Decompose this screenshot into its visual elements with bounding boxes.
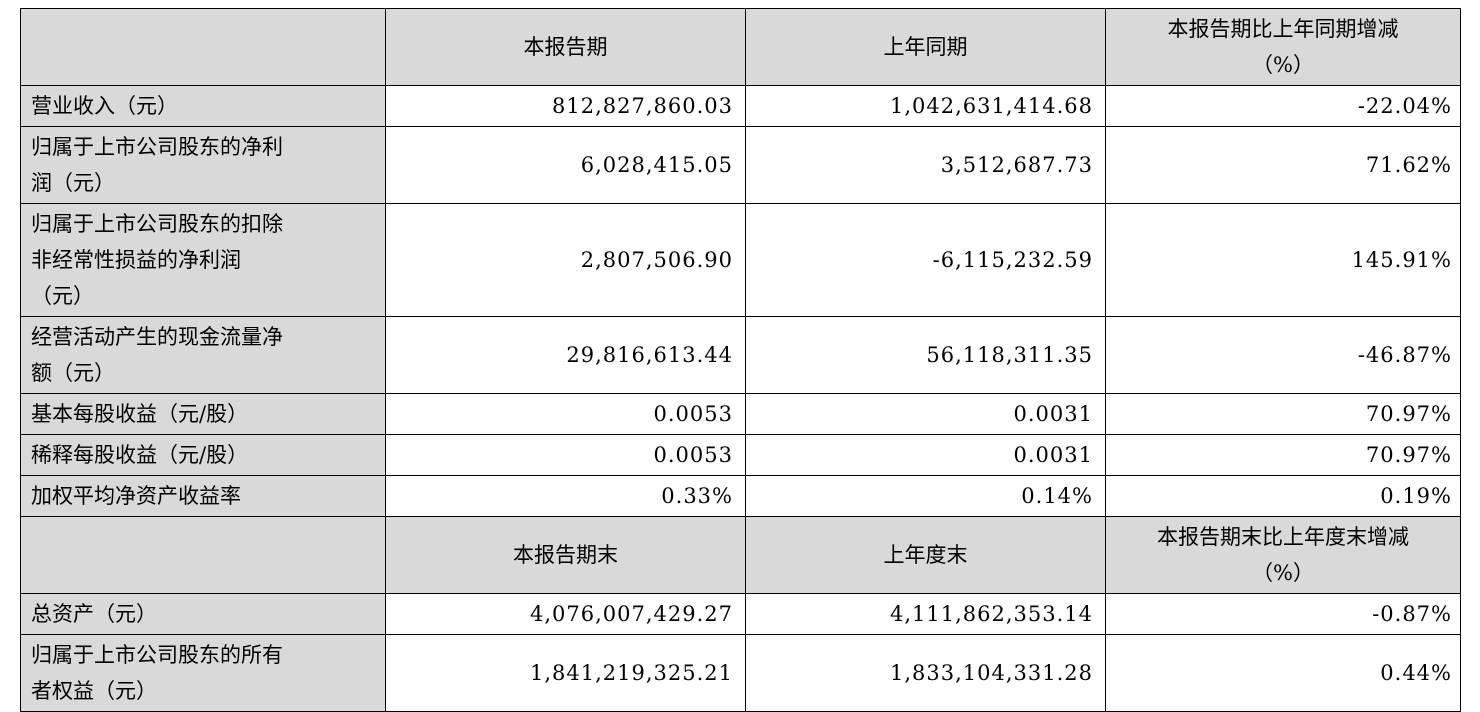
current-period-cell: 4,076,007,429.27 xyxy=(385,593,746,635)
table-row-operating-cash-flow: 经营活动产生的现金流量净 额（元） 29,816,613.44 56,118,3… xyxy=(20,316,1461,394)
change-cell: 71.62% xyxy=(1105,126,1461,204)
change-cell: -0.87% xyxy=(1105,593,1461,635)
table-row-operating-revenue: 营业收入（元） 812,827,860.03 1,042,631,414.68 … xyxy=(20,85,1461,127)
header-current-period: 本报告期 xyxy=(385,8,746,86)
table-row-net-profit-excl-nonrecurring: 归属于上市公司股东的扣除 非经常性损益的净利润 （元） 2,807,506.90… xyxy=(20,203,1461,317)
change-cell: -46.87% xyxy=(1105,316,1461,394)
header-prior-period: 上年同期 xyxy=(745,8,1106,86)
table-row-equity-attributable: 归属于上市公司股东的所有 者权益（元） 1,841,219,325.21 1,8… xyxy=(20,634,1461,712)
change-cell: 0.19% xyxy=(1105,475,1461,517)
header-period-end-change: 本报告期末比上年度末增减 （%） xyxy=(1105,516,1461,594)
current-period-cell: 29,816,613.44 xyxy=(385,316,746,394)
prior-period-cell: 4,111,862,353.14 xyxy=(745,593,1106,635)
row-label-cell: 归属于上市公司股东的所有 者权益（元） xyxy=(20,634,386,712)
current-period-cell: 0.0053 xyxy=(385,393,746,435)
header-prior-year-end: 上年度末 xyxy=(745,516,1106,594)
current-period-cell: 812,827,860.03 xyxy=(385,85,746,127)
table-row-net-profit: 归属于上市公司股东的净利 润（元） 6,028,415.05 3,512,687… xyxy=(20,126,1461,204)
row-label-cell: 总资产（元） xyxy=(20,593,386,635)
corner-cell xyxy=(20,516,386,594)
table-row-weighted-avg-roe: 加权平均净资产收益率 0.33% 0.14% 0.19% xyxy=(20,475,1461,517)
change-cell: 70.97% xyxy=(1105,434,1461,476)
header-period-change: 本报告期比上年同期增减 （%） xyxy=(1105,8,1461,86)
prior-period-cell: 1,042,631,414.68 xyxy=(745,85,1106,127)
current-period-cell: 2,807,506.90 xyxy=(385,203,746,317)
prior-period-cell: 0.14% xyxy=(745,475,1106,517)
prior-period-cell: -6,115,232.59 xyxy=(745,203,1106,317)
prior-period-cell: 3,512,687.73 xyxy=(745,126,1106,204)
corner-cell xyxy=(20,8,386,86)
row-label-cell: 基本每股收益（元/股） xyxy=(20,393,386,435)
table-header-row-period: 本报告期 上年同期 本报告期比上年同期增减 （%） xyxy=(20,8,1461,86)
row-label-cell: 营业收入（元） xyxy=(20,85,386,127)
row-label-cell: 归属于上市公司股东的净利 润（元） xyxy=(20,126,386,204)
change-cell: -22.04% xyxy=(1105,85,1461,127)
prior-period-cell: 0.0031 xyxy=(745,434,1106,476)
row-label-cell: 稀释每股收益（元/股） xyxy=(20,434,386,476)
change-cell: 145.91% xyxy=(1105,203,1461,317)
current-period-cell: 0.0053 xyxy=(385,434,746,476)
row-label-cell: 归属于上市公司股东的扣除 非经常性损益的净利润 （元） xyxy=(20,203,386,317)
prior-period-cell: 0.0031 xyxy=(745,393,1106,435)
table-row-total-assets: 总资产（元） 4,076,007,429.27 4,111,862,353.14… xyxy=(20,593,1461,635)
change-cell: 70.97% xyxy=(1105,393,1461,435)
prior-period-cell: 56,118,311.35 xyxy=(745,316,1106,394)
current-period-cell: 0.33% xyxy=(385,475,746,517)
table-row-basic-eps: 基本每股收益（元/股） 0.0053 0.0031 70.97% xyxy=(20,393,1461,435)
table-header-row-period-end: 本报告期末 上年度末 本报告期末比上年度末增减 （%） xyxy=(20,516,1461,594)
change-cell: 0.44% xyxy=(1105,634,1461,712)
row-label-cell: 经营活动产生的现金流量净 额（元） xyxy=(20,316,386,394)
row-label-cell: 加权平均净资产收益率 xyxy=(20,475,386,517)
current-period-cell: 6,028,415.05 xyxy=(385,126,746,204)
financial-summary-table: 本报告期 上年同期 本报告期比上年同期增减 （%） 营业收入（元） 812,82… xyxy=(20,8,1461,712)
prior-period-cell: 1,833,104,331.28 xyxy=(745,634,1106,712)
current-period-cell: 1,841,219,325.21 xyxy=(385,634,746,712)
table-row-diluted-eps: 稀释每股收益（元/股） 0.0053 0.0031 70.97% xyxy=(20,434,1461,476)
header-current-period-end: 本报告期末 xyxy=(385,516,746,594)
